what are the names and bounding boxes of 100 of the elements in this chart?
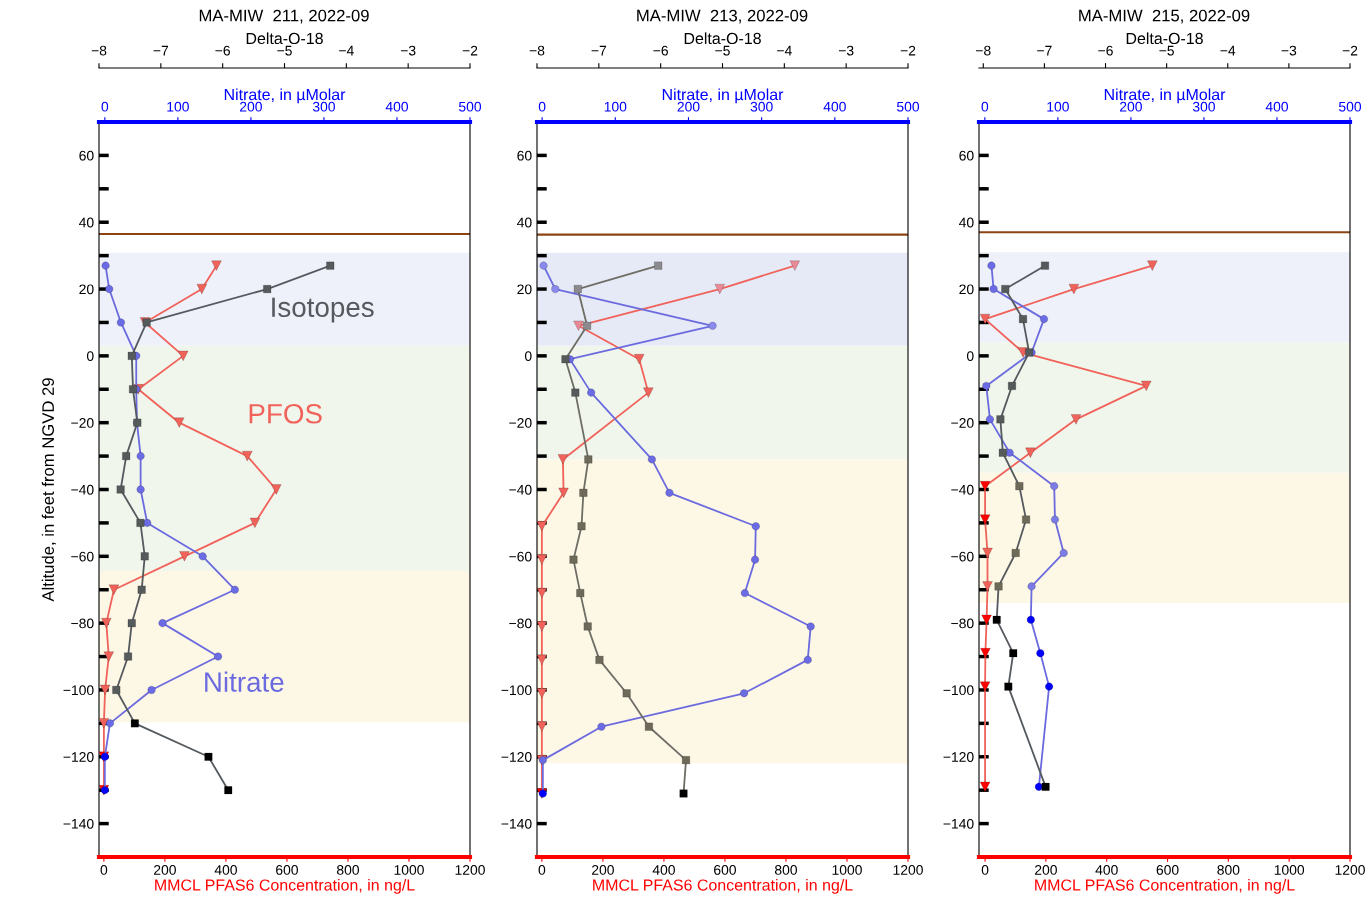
y-tick-label: 40 [959, 217, 974, 228]
y-tick-label: −140 [501, 818, 532, 829]
x-tick-label: 800 [336, 865, 359, 875]
x-tick-label: −2 [900, 45, 916, 56]
x-tick-label: 400 [652, 865, 675, 875]
x-tick-label: −5 [715, 45, 730, 56]
x-tick-label: 600 [714, 865, 736, 875]
chart-title: MA-MIW 215, 2022-09 [1079, 9, 1250, 24]
x-axis-title: Delta-O-18 [684, 32, 761, 45]
x-tick-label: 200 [592, 865, 614, 875]
x-tick-label: −3 [838, 45, 854, 56]
x-tick-label: −3 [400, 45, 416, 56]
y-tick-label: 40 [79, 217, 94, 228]
x-tick-label: 200 [154, 865, 176, 875]
x-tick-label: 200 [1120, 101, 1142, 112]
x-tick-label: −7 [591, 45, 607, 56]
y-tick-label: 60 [517, 150, 532, 161]
x-tick-label: 400 [1095, 865, 1118, 875]
x-tick-label: 100 [167, 101, 189, 112]
x-tick-label: 400 [1265, 101, 1289, 112]
series-label: Nitrate [205, 671, 284, 692]
series-label: Isotopes [272, 297, 374, 323]
x-tick-label: 400 [823, 101, 846, 112]
y-tick-label: 40 [517, 217, 532, 228]
x-tick-label: 200 [677, 101, 700, 112]
y-tick-label: 60 [959, 150, 974, 161]
y-tick-label: −40 [71, 484, 94, 495]
y-tick-label: 20 [517, 284, 532, 295]
y-tick-label: −20 [509, 418, 532, 428]
y-tick-label: 0 [966, 351, 974, 362]
x-tick-label: 1200 [1335, 865, 1365, 875]
y-tick-label: −80 [509, 618, 532, 629]
x-tick-label: −2 [1342, 45, 1358, 56]
y-tick-label: −40 [509, 484, 532, 495]
y-tick-label: −120 [943, 752, 974, 762]
x-tick-label: 0 [981, 101, 989, 112]
y-tick-label: −20 [951, 418, 974, 428]
y-tick-label: 20 [959, 284, 974, 295]
x-tick-label: −6 [653, 45, 668, 56]
x-tick-label: 1000 [394, 865, 424, 875]
x-tick-label: −5 [1159, 45, 1174, 56]
x-tick-label: −4 [1220, 45, 1236, 56]
x-tick-label: 800 [774, 865, 797, 875]
y-tick-label: −60 [509, 551, 532, 562]
series-label: PFOS [249, 403, 322, 424]
x-tick-label: 500 [1338, 101, 1362, 112]
chart-title: MA-MIW 211, 2022-09 [199, 9, 369, 24]
chart-title: MA-MIW 213, 2022-09 [637, 9, 808, 24]
x-axis-title: MMCL PFAS6 Concentration, in ng/L [593, 878, 853, 894]
y-tick-label: −100 [943, 685, 974, 696]
x-tick-label: 0 [538, 865, 546, 875]
y-tick-label: −120 [501, 752, 532, 762]
y-tick-label: 60 [79, 150, 94, 161]
x-tick-label: 100 [1047, 101, 1069, 112]
x-tick-label: −2 [462, 45, 478, 56]
x-tick-label: 0 [538, 101, 546, 112]
x-tick-label: 1200 [893, 865, 923, 875]
x-tick-label: 500 [896, 101, 920, 112]
y-tick-label: −80 [71, 618, 94, 629]
x-tick-label: −5 [277, 45, 292, 56]
x-tick-label: 0 [981, 865, 989, 875]
y-tick-label: −120 [63, 752, 94, 762]
y-tick-label: 0 [524, 351, 532, 362]
x-tick-label: −8 [976, 45, 991, 56]
x-tick-label: 400 [214, 865, 237, 875]
x-tick-label: −8 [529, 45, 545, 56]
y-tick-label: −100 [63, 685, 94, 696]
x-tick-label: 400 [385, 101, 409, 112]
y-tick-label: 20 [79, 284, 94, 295]
y-tick-label: −100 [501, 685, 532, 696]
x-axis-title: Delta-O-18 [1126, 32, 1203, 45]
y-tick-label: −80 [951, 618, 974, 629]
x-tick-label: 0 [101, 101, 109, 112]
x-axis-title: MMCL PFAS6 Concentration, in ng/L [155, 878, 415, 894]
x-tick-label: 1000 [832, 865, 862, 875]
x-tick-label: 800 [1217, 865, 1240, 875]
x-tick-label: −7 [153, 45, 169, 56]
x-tick-label: −6 [1098, 45, 1113, 56]
x-tick-label: −8 [91, 45, 107, 56]
x-axis-title: Delta-O-18 [246, 32, 323, 45]
y-axis-title: Altitude, in feet from NGVD 29 [41, 378, 56, 602]
y-tick-label: −20 [71, 418, 94, 428]
y-tick-label: −40 [951, 484, 974, 495]
x-tick-label: 0 [100, 865, 108, 875]
x-tick-label: 600 [1156, 865, 1179, 875]
x-tick-label: 1200 [455, 865, 485, 875]
y-tick-label: −60 [951, 551, 974, 562]
x-axis-title: MMCL PFAS6 Concentration, in ng/L [1035, 878, 1295, 894]
x-tick-label: −6 [215, 45, 230, 56]
y-tick-label: −60 [71, 551, 94, 562]
x-tick-label: 200 [240, 101, 262, 112]
x-tick-label: −3 [1281, 45, 1297, 56]
x-tick-label: 100 [604, 101, 627, 112]
y-tick-label: −140 [943, 818, 974, 829]
x-tick-label: 200 [1035, 865, 1057, 875]
x-tick-label: −4 [339, 45, 354, 56]
y-tick-label: 0 [86, 351, 94, 362]
x-tick-label: 600 [276, 865, 298, 875]
x-tick-label: −7 [1037, 45, 1052, 56]
y-tick-label: −140 [63, 818, 94, 829]
